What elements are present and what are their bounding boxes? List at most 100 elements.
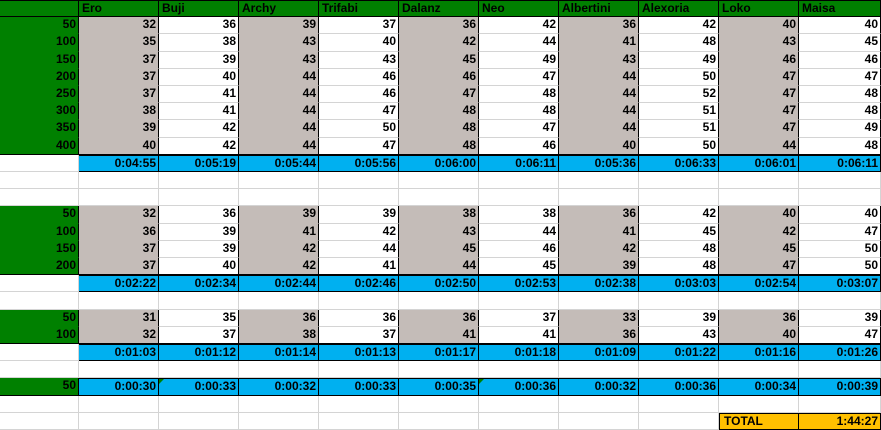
empty-cell[interactable] (239, 189, 319, 207)
empty-cell[interactable] (239, 395, 319, 413)
data-cell[interactable]: 40 (719, 206, 799, 224)
empty-cell[interactable] (239, 292, 319, 310)
data-cell[interactable]: 43 (239, 51, 319, 69)
empty-cell[interactable] (0, 395, 79, 413)
data-cell[interactable]: 48 (399, 103, 479, 121)
data-cell[interactable]: 47 (719, 258, 799, 276)
time-total-cell[interactable]: 0:00:36 (639, 378, 719, 396)
data-cell[interactable]: 36 (719, 309, 799, 327)
data-cell[interactable]: 36 (559, 17, 639, 35)
empty-cell[interactable] (79, 292, 159, 310)
empty-cell[interactable] (239, 361, 319, 379)
data-cell[interactable]: 46 (719, 51, 799, 69)
data-cell[interactable]: 44 (239, 86, 319, 104)
data-cell[interactable]: 44 (239, 120, 319, 138)
data-cell[interactable]: 36 (559, 326, 639, 344)
time-total-cell[interactable]: 0:01:12 (159, 344, 239, 362)
data-cell[interactable]: 36 (159, 17, 239, 35)
data-cell[interactable]: 41 (239, 223, 319, 241)
data-cell[interactable]: 47 (719, 86, 799, 104)
data-cell[interactable]: 41 (399, 326, 479, 344)
data-cell[interactable]: 44 (559, 120, 639, 138)
time-total-cell[interactable]: 0:06:00 (399, 154, 479, 172)
row-label[interactable]: 350 (0, 120, 79, 138)
data-cell[interactable]: 38 (399, 206, 479, 224)
data-cell[interactable]: 50 (799, 240, 881, 258)
data-cell[interactable]: 43 (559, 51, 639, 69)
column-header[interactable]: Maisa (799, 0, 881, 18)
data-cell[interactable]: 38 (479, 206, 559, 224)
row-label[interactable]: 50 (0, 17, 79, 35)
empty-cell[interactable] (719, 395, 799, 413)
time-total-cell[interactable]: 0:02:44 (239, 275, 319, 293)
empty-cell[interactable] (559, 361, 639, 379)
time-total-cell[interactable]: 0:02:50 (399, 275, 479, 293)
data-cell[interactable]: 32 (79, 17, 159, 35)
empty-cell[interactable] (79, 361, 159, 379)
data-cell[interactable]: 48 (799, 137, 881, 155)
data-cell[interactable]: 42 (719, 223, 799, 241)
data-cell[interactable]: 51 (639, 103, 719, 121)
data-cell[interactable]: 47 (719, 103, 799, 121)
time-total-cell[interactable]: 0:04:55 (79, 154, 159, 172)
row-label[interactable]: 100 (0, 223, 79, 241)
time-total-cell[interactable]: 0:02:38 (559, 275, 639, 293)
empty-cell[interactable] (639, 361, 719, 379)
data-cell[interactable]: 39 (159, 51, 239, 69)
empty-cell[interactable] (0, 344, 79, 362)
empty-cell[interactable] (639, 172, 719, 190)
column-header[interactable]: Loko (719, 0, 799, 18)
data-cell[interactable]: 36 (319, 309, 399, 327)
time-total-cell[interactable]: 0:01:09 (559, 344, 639, 362)
row-label[interactable]: 50 (0, 309, 79, 327)
time-total-cell[interactable]: 0:05:44 (239, 154, 319, 172)
empty-cell[interactable] (79, 189, 159, 207)
row-label[interactable]: 200 (0, 68, 79, 86)
time-total-cell[interactable]: 0:01:26 (799, 344, 881, 362)
empty-cell[interactable] (399, 172, 479, 190)
data-cell[interactable]: 41 (159, 86, 239, 104)
empty-cell[interactable] (719, 292, 799, 310)
empty-cell[interactable] (799, 361, 881, 379)
data-cell[interactable]: 44 (239, 68, 319, 86)
data-cell[interactable]: 49 (479, 51, 559, 69)
data-cell[interactable]: 42 (239, 258, 319, 276)
data-cell[interactable]: 37 (479, 309, 559, 327)
data-cell[interactable]: 43 (239, 34, 319, 52)
empty-cell[interactable] (639, 189, 719, 207)
time-total-cell[interactable]: 0:00:32 (239, 378, 319, 396)
empty-cell[interactable] (79, 395, 159, 413)
data-cell[interactable]: 43 (319, 51, 399, 69)
column-header[interactable]: Albertini (559, 0, 639, 18)
data-cell[interactable]: 47 (479, 120, 559, 138)
row-label[interactable]: 100 (0, 34, 79, 52)
data-cell[interactable]: 39 (639, 309, 719, 327)
grand-total-label[interactable]: TOTAL (719, 412, 799, 430)
column-header[interactable]: Alexoria (639, 0, 719, 18)
data-cell[interactable]: 48 (399, 137, 479, 155)
time-total-cell[interactable]: 0:01:17 (399, 344, 479, 362)
empty-cell[interactable] (639, 412, 719, 430)
data-cell[interactable]: 35 (79, 34, 159, 52)
empty-cell[interactable] (399, 395, 479, 413)
empty-cell[interactable] (159, 361, 239, 379)
row-label[interactable]: 50 (0, 206, 79, 224)
data-cell[interactable]: 43 (639, 326, 719, 344)
data-cell[interactable]: 37 (79, 86, 159, 104)
data-cell[interactable]: 44 (559, 68, 639, 86)
data-cell[interactable]: 35 (159, 309, 239, 327)
data-cell[interactable]: 45 (639, 223, 719, 241)
data-cell[interactable]: 43 (399, 223, 479, 241)
row-label[interactable]: 300 (0, 103, 79, 121)
data-cell[interactable]: 37 (159, 326, 239, 344)
empty-cell[interactable] (399, 361, 479, 379)
data-cell[interactable]: 47 (799, 223, 881, 241)
empty-cell[interactable] (0, 172, 79, 190)
data-cell[interactable]: 40 (559, 137, 639, 155)
data-cell[interactable]: 49 (799, 120, 881, 138)
data-cell[interactable]: 37 (79, 258, 159, 276)
data-cell[interactable]: 47 (479, 68, 559, 86)
time-total-cell[interactable]: 0:00:39 (799, 378, 881, 396)
time-total-cell[interactable]: 0:06:11 (479, 154, 559, 172)
data-cell[interactable]: 43 (719, 34, 799, 52)
